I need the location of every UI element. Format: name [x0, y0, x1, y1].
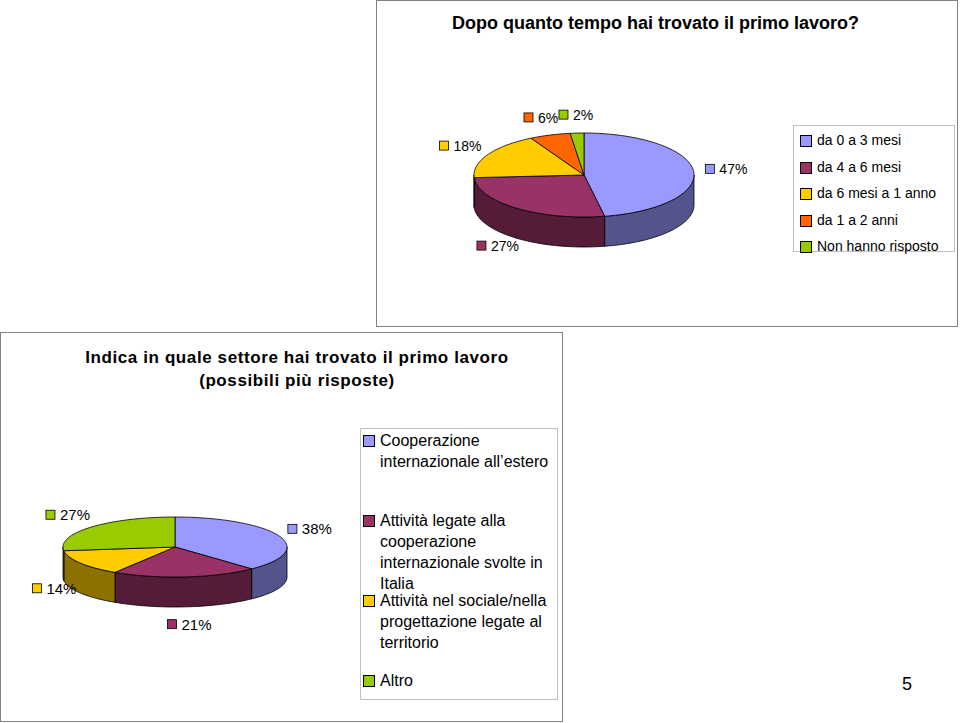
- legend-label: Attività nel sociale/nella progettazione…: [380, 590, 560, 653]
- data-label-key: [477, 241, 486, 250]
- data-label-text: 2%: [573, 107, 593, 123]
- legend-swatch: [363, 515, 375, 527]
- data-label-text: 18%: [454, 138, 482, 154]
- pie-side: [63, 547, 65, 581]
- pie-slice: [531, 133, 584, 175]
- legend-swatch: [800, 215, 812, 227]
- legend-swatch: [363, 675, 375, 687]
- pie-slice: [570, 133, 584, 175]
- legend-entry: da 4 a 6 mesi: [800, 158, 960, 177]
- legend-swatch: [800, 135, 812, 147]
- legend-entry: Attività legate alla cooperazione intern…: [363, 510, 560, 594]
- legend-entry: Altro: [363, 670, 560, 691]
- data-label-key: [46, 510, 55, 519]
- legend-entry: da 0 a 3 mesi: [800, 131, 960, 150]
- data-label: 6%: [524, 110, 558, 126]
- legend-swatch: [800, 241, 812, 253]
- data-label: 47%: [705, 161, 747, 177]
- legend-label: da 4 a 6 mesi: [817, 158, 960, 177]
- legend-label: da 1 a 2 anni: [817, 211, 960, 230]
- data-label-key: [440, 141, 449, 150]
- pie-slice: [474, 175, 604, 217]
- data-label-key: [32, 584, 41, 593]
- chart-title: Indica in quale settore hai trovato il p…: [72, 346, 522, 392]
- legend-label: da 0 a 3 mesi: [817, 131, 960, 150]
- legend-swatch: [363, 435, 375, 447]
- data-label-text: 6%: [538, 110, 558, 126]
- data-label-key: [168, 620, 177, 629]
- legend-label: Altro: [380, 670, 560, 691]
- data-label-text: 27%: [491, 238, 519, 254]
- data-label: 14%: [32, 580, 76, 597]
- data-label-text: 38%: [302, 520, 332, 537]
- legend-label: Cooperazione internazionale all’estero: [380, 430, 560, 472]
- page-number: 5: [902, 674, 912, 694]
- legend-label: Non hanno risposto: [817, 237, 960, 256]
- data-label: 27%: [46, 506, 90, 523]
- chart-title: Dopo quanto tempo hai trovato il primo l…: [452, 12, 932, 35]
- data-label-key: [559, 110, 568, 119]
- legend-entry: Attività nel sociale/nella progettazione…: [363, 590, 560, 653]
- legend-swatch: [363, 595, 375, 607]
- data-label-text: 47%: [719, 161, 747, 177]
- data-label: 2%: [559, 107, 593, 123]
- data-label-text: 27%: [60, 506, 90, 523]
- legend-label: da 6 mesi a 1 anno: [817, 184, 960, 203]
- pie-tops: [63, 517, 287, 577]
- data-label-key: [524, 113, 533, 122]
- legend-label: Attività legate alla cooperazione intern…: [380, 510, 560, 594]
- legend-swatch: [800, 188, 812, 200]
- data-label: 21%: [168, 616, 212, 633]
- legend-entry: Non hanno risposto: [800, 237, 960, 256]
- data-label: 38%: [288, 520, 332, 537]
- data-label-key: [288, 524, 297, 533]
- legend-entry: Cooperazione internazionale all’estero: [363, 430, 560, 472]
- legend-entry: da 6 mesi a 1 anno: [800, 184, 960, 203]
- legend-entry: da 1 a 2 anni: [800, 211, 960, 230]
- pie-tops: [474, 133, 694, 217]
- data-label-text: 21%: [182, 616, 212, 633]
- legend-swatch: [800, 162, 812, 174]
- pie-slice: [64, 547, 175, 572]
- data-label-key: [705, 164, 714, 173]
- pie-slice: [584, 133, 694, 216]
- chart-frame: [1, 333, 563, 722]
- data-label-text: 14%: [46, 580, 76, 597]
- data-label: 18%: [440, 138, 482, 154]
- data-label: 27%: [477, 238, 519, 254]
